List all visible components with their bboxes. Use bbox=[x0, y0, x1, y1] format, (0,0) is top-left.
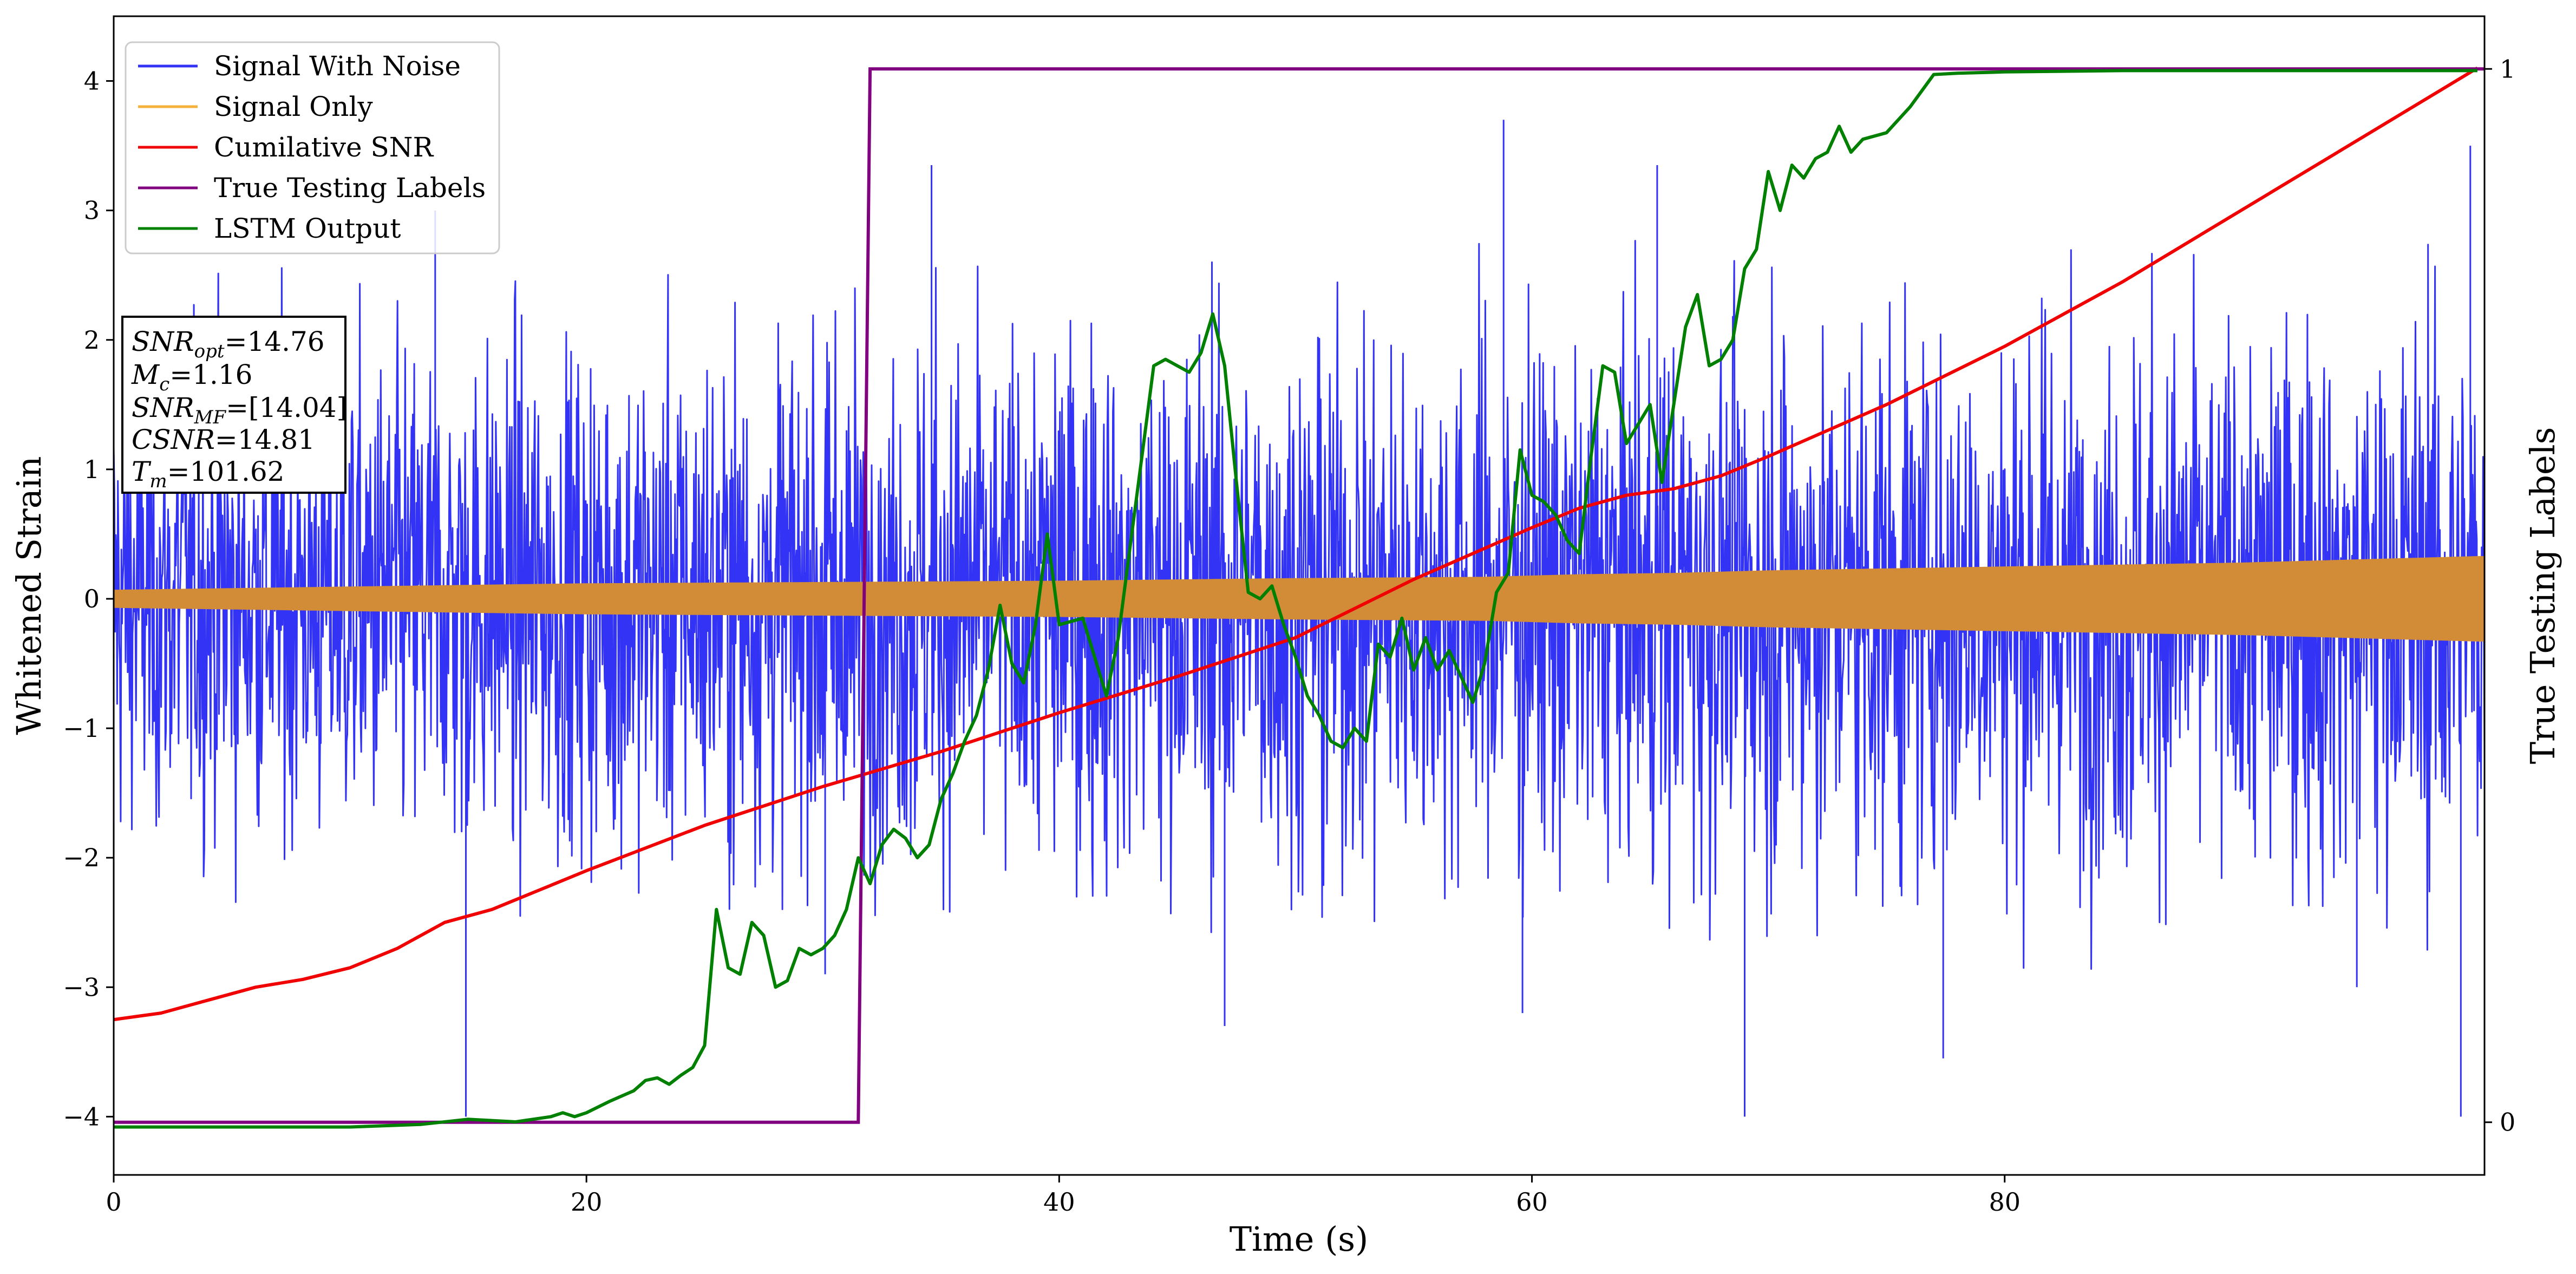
y-tick-label: 2 bbox=[84, 325, 100, 355]
y-tick-label: −3 bbox=[63, 972, 100, 1002]
y-tick-label: −4 bbox=[63, 1102, 100, 1131]
y2-tick-label: 0 bbox=[2500, 1108, 2515, 1137]
y-axis-right: 01 bbox=[2485, 54, 2515, 1137]
line-series-group bbox=[114, 67, 2485, 1129]
y-tick-label: 1 bbox=[84, 455, 100, 484]
legend-box bbox=[125, 41, 500, 254]
info-box: SNRopt=14.76 Mc=1.16 SNRMF=[14.04] CSNR=… bbox=[121, 316, 347, 494]
cumilative-snr-line bbox=[114, 67, 2479, 1022]
true-testing-labels-line bbox=[114, 67, 2485, 1124]
snr-mf-text: SNRMF=[14.04] bbox=[132, 392, 347, 428]
lstm-output-line bbox=[114, 69, 2477, 1129]
y-tick-label: −2 bbox=[63, 843, 100, 872]
x-tick-label: 60 bbox=[1516, 1187, 1548, 1217]
legend-item: LSTM Output bbox=[138, 213, 401, 244]
y-tick-label: 3 bbox=[84, 196, 100, 225]
csnr-text: CSNR=14.81 bbox=[132, 424, 315, 455]
plot-area bbox=[114, 67, 2485, 1129]
x-tick-label: 80 bbox=[1989, 1187, 2021, 1217]
y-tick-label: −1 bbox=[63, 714, 100, 743]
x-axis: 0 20 40 60 80 bbox=[106, 1175, 2021, 1217]
legend-item: Signal Only bbox=[138, 91, 373, 122]
signal-only-series bbox=[114, 556, 2485, 642]
x-tick-label: 40 bbox=[1043, 1187, 1075, 1217]
snr-opt-text: SNRopt=14.76 bbox=[132, 326, 325, 362]
legend-label: Signal With Noise bbox=[214, 50, 461, 82]
y-axis-left: −4 −3 −2 −1 0 1 2 3 4 bbox=[63, 67, 114, 1131]
y-axis-label: Whitened Strain bbox=[9, 456, 49, 735]
x-axis-label: Time (s) bbox=[1230, 1219, 1369, 1259]
legend-item: Signal With Noise bbox=[138, 50, 461, 82]
plot-frame bbox=[113, 15, 2486, 1176]
tm-text: Tm=101.62 bbox=[132, 456, 284, 492]
legend-label: LSTM Output bbox=[214, 213, 401, 244]
legend-label: True Testing Labels bbox=[214, 172, 486, 204]
mc-text: Mc=1.16 bbox=[131, 359, 252, 395]
legend-item: Cumilative SNR bbox=[138, 132, 434, 163]
y2-axis-label: True Testing Labels bbox=[2523, 427, 2562, 765]
y-tick-label: 4 bbox=[84, 67, 100, 96]
info-box-frame bbox=[121, 316, 346, 494]
legend-item: True Testing Labels bbox=[138, 172, 486, 204]
x-tick-label: 20 bbox=[571, 1187, 603, 1217]
legend-label: Cumilative SNR bbox=[214, 132, 434, 163]
signal-only-band bbox=[114, 556, 2485, 642]
y-tick-label: 0 bbox=[84, 584, 100, 613]
legend: Signal With Noise Signal Only Cumilative… bbox=[125, 41, 500, 254]
legend-label: Signal Only bbox=[214, 91, 373, 122]
x-tick-label: 0 bbox=[106, 1187, 121, 1217]
y2-tick-label: 1 bbox=[2500, 54, 2515, 83]
